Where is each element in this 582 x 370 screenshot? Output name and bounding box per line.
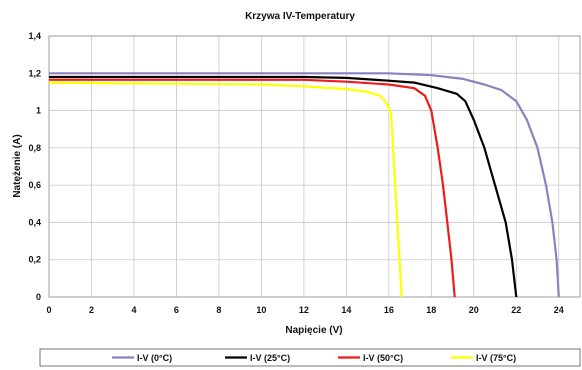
legend-label-2: I-V (50°C) <box>363 353 403 363</box>
x-tick-label: 20 <box>469 305 479 315</box>
series-lines <box>48 72 560 298</box>
legend: I-V (0°C) I-V (25°C) I-V (50°C) I-V (75°C) <box>112 353 516 363</box>
chart-title: Krzywa IV-Temperatury <box>245 11 355 22</box>
x-tick-label: 4 <box>131 305 136 315</box>
x-tick-label: 2 <box>89 305 94 315</box>
legend-label-0: I-V (0°C) <box>137 353 172 363</box>
y-tick-label: 0,4 <box>28 217 41 227</box>
plot-area-border <box>48 35 581 298</box>
series-line-3 <box>48 81 403 298</box>
x-tick-label: 10 <box>256 305 266 315</box>
series-line-1 <box>49 75 518 298</box>
y-tick-label: 0,8 <box>28 143 41 153</box>
x-tick-label: 16 <box>384 305 394 315</box>
series-line-2 <box>49 78 456 298</box>
x-axis-ticks: 0 2 4 6 8 10 12 14 16 18 20 22 24 <box>46 305 563 315</box>
series-line-0 <box>49 72 560 298</box>
x-tick-label: 18 <box>426 305 436 315</box>
y-axis-ticks: 0 0,2 0,4 0,6 0,8 1 1,2 1,4 <box>28 31 41 302</box>
y-tick-label: 1,4 <box>28 31 41 41</box>
legend-label-1: I-V (25°C) <box>250 353 290 363</box>
x-tick-label: 24 <box>554 305 564 315</box>
y-axis-label: Natężenie (A) <box>12 134 23 197</box>
x-tick-label: 14 <box>341 305 351 315</box>
x-tick-label: 12 <box>299 305 309 315</box>
x-tick-label: 8 <box>216 305 221 315</box>
y-tick-label: 0,2 <box>28 255 41 265</box>
legend-box <box>39 348 581 367</box>
grid-lines <box>49 35 580 297</box>
x-tick-label: 22 <box>511 305 521 315</box>
y-tick-label: 1 <box>36 106 41 116</box>
y-tick-label: 0 <box>36 292 41 302</box>
x-tick-label: 6 <box>174 305 179 315</box>
x-axis-label: Napięcie (V) <box>285 325 342 336</box>
legend-label-3: I-V (75°C) <box>476 353 516 363</box>
y-tick-label: 0,6 <box>28 180 41 190</box>
y-tick-label: 1,2 <box>28 68 41 78</box>
x-tick-label: 0 <box>46 305 51 315</box>
